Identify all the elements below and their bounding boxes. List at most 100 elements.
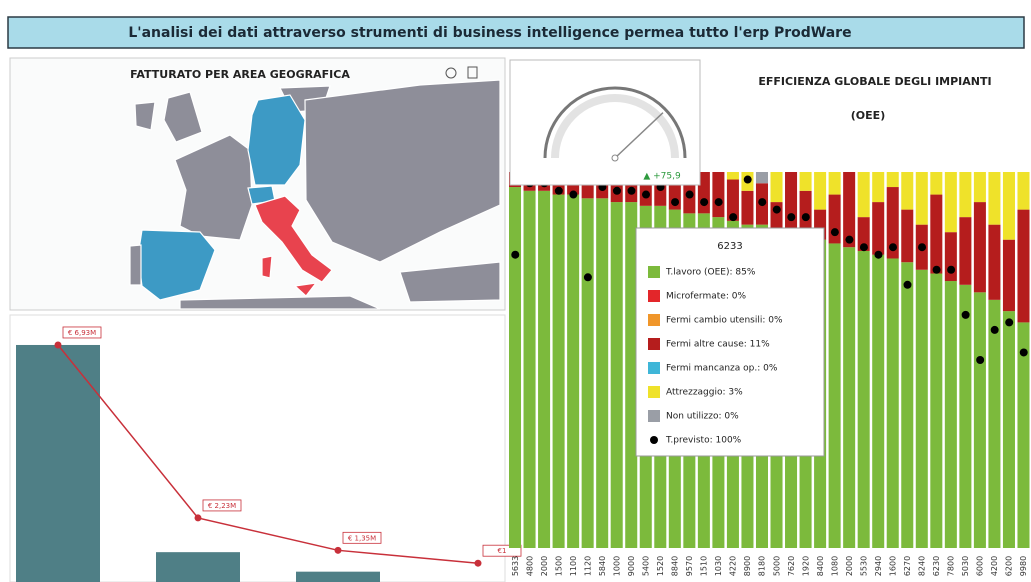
bar-segment bbox=[538, 190, 551, 549]
bar-segment bbox=[755, 172, 768, 184]
legend-label: Microfermate: 0% bbox=[666, 292, 746, 302]
x-tick-label: 5633 bbox=[511, 556, 520, 576]
target-dot bbox=[772, 205, 781, 214]
target-dot bbox=[874, 250, 883, 259]
country bbox=[134, 101, 156, 131]
bar-segment bbox=[915, 172, 928, 225]
gauge-needle bbox=[614, 112, 664, 159]
legend-label: Non utilizzo: 0% bbox=[666, 412, 739, 422]
target-dot bbox=[830, 228, 839, 237]
target-dot bbox=[700, 198, 709, 207]
bar-segment bbox=[1017, 209, 1030, 323]
x-tick-label: 9570 bbox=[685, 556, 694, 576]
x-tick-label: 8840 bbox=[671, 556, 680, 576]
x-tick-label: 4200 bbox=[990, 556, 999, 576]
bar-segment bbox=[901, 262, 914, 548]
x-tick-label: 2000 bbox=[540, 556, 549, 576]
bar-segment bbox=[523, 190, 536, 549]
target-dot bbox=[888, 243, 897, 252]
country bbox=[304, 79, 501, 263]
target-dot bbox=[947, 265, 956, 274]
bar-segment bbox=[1017, 322, 1030, 548]
bar-segment bbox=[828, 172, 841, 195]
x-tick-label: 7800 bbox=[947, 556, 956, 576]
x-tick-label: 2000 bbox=[845, 556, 854, 576]
legend-swatch bbox=[648, 266, 660, 278]
target-dot bbox=[511, 250, 520, 259]
target-dot bbox=[961, 310, 970, 319]
bar-segment bbox=[930, 194, 943, 274]
tooltip-title: 6233 bbox=[717, 241, 742, 252]
target-dot bbox=[583, 273, 592, 282]
bar-segment bbox=[857, 250, 870, 548]
target-dot bbox=[1005, 318, 1014, 327]
bar-segment bbox=[509, 187, 522, 549]
map-tools[interactable] bbox=[445, 66, 478, 79]
gauge-frame bbox=[509, 59, 701, 186]
target-dot bbox=[642, 190, 651, 199]
x-tick-label: 1500 bbox=[554, 556, 563, 576]
target-dot bbox=[743, 175, 752, 184]
x-tick-label: 9980 bbox=[1019, 556, 1028, 576]
bar-segment bbox=[886, 187, 899, 259]
target-dot bbox=[787, 213, 796, 222]
line-point bbox=[334, 546, 342, 554]
bar-segment bbox=[988, 224, 1001, 300]
bar-segment bbox=[712, 172, 725, 218]
legend-swatch bbox=[648, 290, 660, 302]
export-icon[interactable] bbox=[467, 66, 478, 79]
bar-segment bbox=[886, 258, 899, 548]
x-tick-label: 6270 bbox=[903, 556, 912, 576]
target-dot bbox=[801, 213, 810, 222]
target-dot bbox=[671, 198, 680, 207]
x-tick-label: 1920 bbox=[801, 556, 810, 576]
bar-segment bbox=[625, 202, 638, 548]
gauge-arc-inner bbox=[551, 94, 679, 159]
gauge-value: ▲ +75,9 bbox=[643, 172, 681, 182]
x-tick-label: 8240 bbox=[918, 556, 927, 576]
target-dot bbox=[859, 243, 868, 252]
bar-segment bbox=[973, 202, 986, 293]
x-tick-label: 2940 bbox=[874, 556, 883, 576]
bar-segment bbox=[1017, 172, 1030, 210]
bar-segment bbox=[596, 198, 609, 548]
bar bbox=[296, 571, 380, 582]
bar-segment bbox=[828, 243, 841, 548]
value-label: € 2,23M bbox=[208, 502, 236, 510]
bar-segment bbox=[944, 281, 957, 548]
x-tick-label: 9000 bbox=[627, 556, 636, 576]
bar-segment bbox=[901, 209, 914, 263]
bar-segment bbox=[944, 172, 957, 233]
line-point bbox=[54, 341, 62, 349]
bar bbox=[156, 552, 240, 582]
x-tick-label: 5000 bbox=[772, 556, 781, 576]
x-tick-label: 1520 bbox=[656, 556, 665, 576]
map-panel: FATTURATO PER AREA GEOGRAFICA bbox=[9, 57, 506, 311]
target-dot bbox=[627, 186, 636, 195]
target-dot bbox=[612, 186, 621, 195]
bar-segment bbox=[1002, 239, 1015, 312]
oee-subtitle: (OEE) bbox=[851, 109, 885, 122]
zoom-icon[interactable] bbox=[445, 67, 457, 79]
bar-segment bbox=[959, 217, 972, 285]
bar-segment bbox=[814, 172, 827, 210]
bar-segment bbox=[567, 194, 580, 548]
bar-segment bbox=[1002, 311, 1015, 548]
label-box bbox=[62, 326, 102, 339]
country bbox=[179, 295, 381, 310]
x-tick-label: 6230 bbox=[932, 556, 941, 576]
x-tick-label: 5840 bbox=[598, 556, 607, 576]
value-label: €1 bbox=[498, 547, 507, 555]
bar-segment bbox=[886, 172, 899, 188]
target-dot bbox=[976, 356, 985, 364]
bar-segment bbox=[915, 269, 928, 548]
bar-segment bbox=[973, 292, 986, 548]
legend-dot bbox=[650, 436, 658, 444]
bar-segment bbox=[988, 172, 1001, 225]
x-tick-label: 8400 bbox=[816, 556, 825, 576]
x-tick-label: 7620 bbox=[787, 556, 796, 576]
x-tick-label: 6000 bbox=[976, 556, 985, 576]
legend-label: T.previsto: 100% bbox=[665, 436, 742, 446]
bar-segment bbox=[872, 202, 885, 255]
country-highlight bbox=[254, 195, 333, 283]
